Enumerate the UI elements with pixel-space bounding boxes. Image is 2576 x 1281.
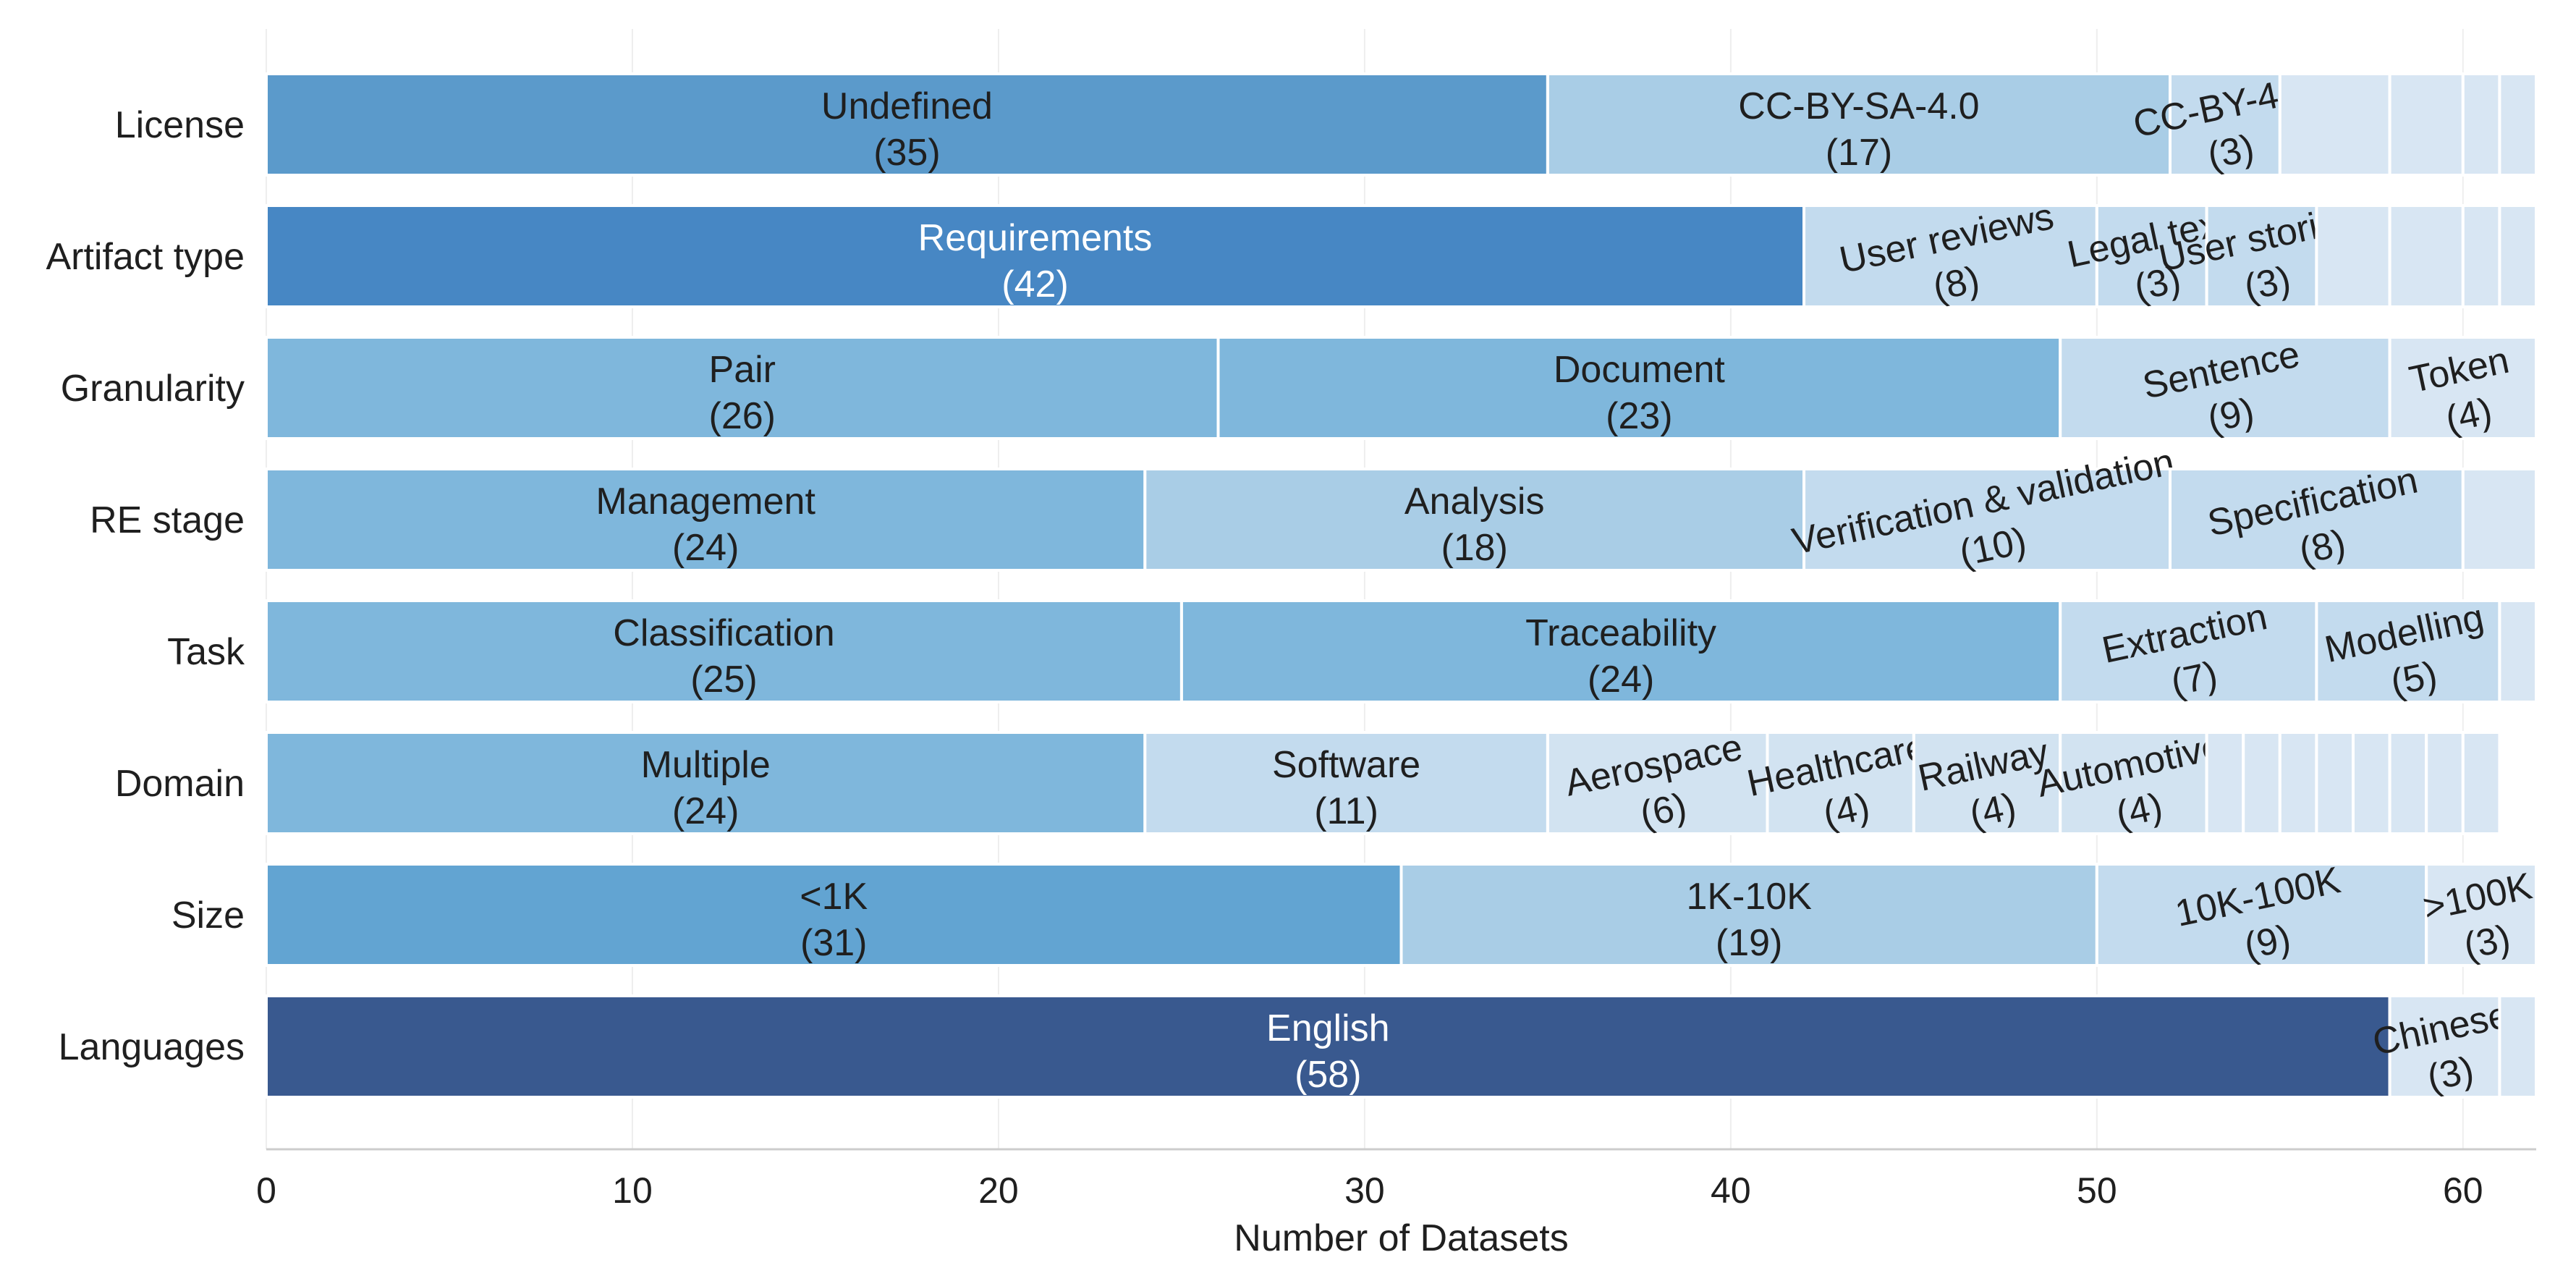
data-label-size-1k-10k: 1K-10K (19)	[1686, 876, 1812, 964]
bar-segment-task-extraction	[2059, 599, 2318, 703]
bar-segment-domain-other-11	[2352, 731, 2391, 835]
bar-segment-size-1k-10k	[1399, 863, 2098, 967]
bar-segment-domain-aerospace	[1546, 731, 1769, 835]
bar-segment-license-other-7	[2498, 72, 2538, 177]
data-label-task-classification: Classification (25)	[613, 612, 834, 701]
bar-segment-artifact-type-other-7	[2461, 204, 2501, 308]
category-labels: License Artifact type Granularity RE stage T…	[46, 104, 245, 1068]
bar-segment-languages-chinese	[2388, 994, 2501, 1099]
category-label-size: Size	[171, 895, 245, 937]
bar-segment-re-stage-verification-validation	[1802, 468, 2172, 572]
bar-segment-artifact-type-other-8	[2498, 204, 2538, 308]
data-label-size-1k: <1K (31)	[800, 876, 868, 964]
data-label-domain-software: Software (11)	[1272, 744, 1420, 832]
data-label-task-traceability: Traceability (24)	[1525, 612, 1716, 701]
bar-segment-domain-other-14	[2461, 731, 2501, 835]
bar-segment-domain-automotive	[2059, 731, 2208, 835]
bar-segment-license-other-4	[2278, 72, 2391, 177]
x-tick-label-40: 40	[1711, 1170, 1751, 1211]
bar-segment-domain-other-12	[2388, 731, 2428, 835]
bar-segment-granularity-token	[2388, 336, 2538, 440]
bar-segment-task-other-5	[2498, 599, 2538, 703]
bar-segment-artifact-type-user-reviews	[1802, 204, 2098, 308]
bar-segment-task-modelling	[2315, 599, 2501, 703]
category-label-task: Task	[167, 631, 245, 673]
bar-segment-license-cc-by-4-0	[2169, 72, 2281, 177]
category-label-artifact-type: Artifact type	[46, 236, 245, 278]
category-label-granularity: Granularity	[61, 368, 245, 410]
bar-segment-artifact-type-requirements	[265, 204, 1806, 308]
category-label-languages: Languages	[59, 1026, 245, 1068]
bar-segment-domain-other-10	[2315, 731, 2355, 835]
bar-segment-languages-english	[265, 994, 2391, 1099]
bar-segment-domain-railway	[1912, 731, 2062, 835]
data-label-artifact-type-requirements: Requirements (42)	[918, 217, 1153, 305]
data-label-domain-multiple: Multiple (24)	[641, 744, 771, 832]
category-label-license: License	[115, 104, 245, 146]
data-label-languages-english: English (58)	[1266, 1007, 1390, 1096]
bar-segment-size-100k	[2425, 863, 2538, 967]
bar-segment-re-stage-other-5	[2461, 468, 2538, 572]
bar-segment-artifact-type-legal-text	[2095, 204, 2208, 308]
bar-segment-license-other-6	[2461, 72, 2501, 177]
category-label-domain: Domain	[115, 763, 245, 805]
bars-layer: Undefined (35)CC-BY-SA-4.0 (17)CC-BY-4.0(3…	[265, 68, 2546, 1099]
bar-segment-domain-other-8	[2242, 731, 2281, 835]
bar-segment-domain-other-7	[2205, 731, 2245, 835]
bar-segment-task-classification	[265, 599, 1183, 703]
data-label-re-stage-analysis: Analysis (18)	[1404, 481, 1545, 569]
bar-segment-domain-healthcare	[1766, 731, 1915, 835]
bar-segment-license-other-5	[2388, 72, 2465, 177]
bar-segment-granularity-sentence	[2059, 336, 2391, 440]
x-axis: 0 10 20 30 40 50 60	[256, 1148, 2536, 1211]
data-label-size-100k: >100K(3)	[2420, 865, 2546, 974]
bar-segment-granularity-document	[1216, 336, 2062, 440]
bar-segment-license-undefined	[265, 72, 1549, 177]
bar-segment-domain-multiple	[265, 731, 1147, 835]
bar-segment-re-stage-management	[265, 468, 1147, 572]
bar-segment-domain-other-9	[2278, 731, 2318, 835]
x-tick-label-60: 60	[2443, 1170, 2483, 1211]
data-label-license-cc-by-sa-4-0: CC-BY-SA-4.0 (17)	[1738, 85, 1979, 174]
x-tick-label-10: 10	[612, 1170, 653, 1211]
bar-segment-size-10k-100k	[2095, 863, 2428, 967]
bar-segment-license-cc-by-sa-4-0	[1546, 72, 2172, 177]
category-label-re-stage: RE stage	[90, 499, 245, 541]
bar-segment-languages-other-3	[2498, 994, 2538, 1099]
x-tick-label-20: 20	[978, 1170, 1019, 1211]
bar-segment-artifact-type-other-5	[2315, 204, 2391, 308]
data-label-granularity-pair: Pair (26)	[709, 349, 776, 437]
bar-segment-granularity-pair	[265, 336, 1220, 440]
x-tick-label-50: 50	[2077, 1170, 2117, 1211]
bar-segment-artifact-type-other-6	[2388, 204, 2465, 308]
x-tick-label-30: 30	[1344, 1170, 1385, 1211]
grid-layer	[266, 29, 2464, 1149]
x-axis-title: Number of Datasets	[1234, 1217, 1568, 1259]
data-label-license-undefined: Undefined (35)	[821, 85, 993, 174]
bar-segment-size-1k	[265, 863, 1403, 967]
data-label-granularity-document: Document (23)	[1554, 349, 1726, 437]
x-tick-label-0: 0	[256, 1170, 276, 1211]
data-label-re-stage-management: Management (24)	[596, 481, 815, 569]
bar-segment-domain-software	[1143, 731, 1549, 835]
bar-segment-re-stage-analysis	[1143, 468, 1806, 572]
bar-segment-domain-other-13	[2425, 731, 2465, 835]
bar-segment-task-traceability	[1179, 599, 2062, 703]
bar-segment-re-stage-specification	[2169, 468, 2465, 572]
